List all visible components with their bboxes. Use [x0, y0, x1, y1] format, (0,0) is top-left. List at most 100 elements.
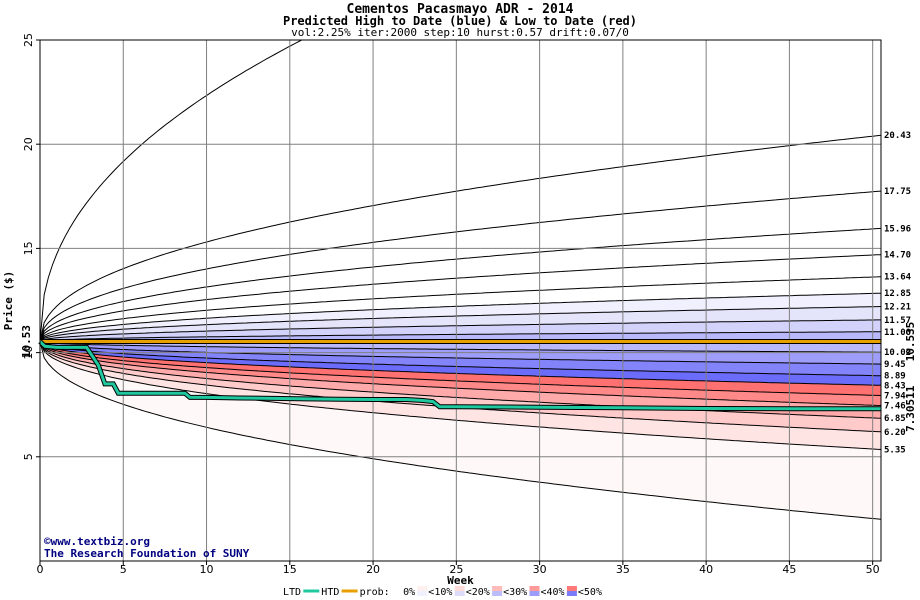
quantile-end-label: 13.64 [884, 273, 912, 283]
x-tick-label: 20 [366, 563, 380, 576]
probability-band [40, 341, 881, 396]
quantile-curve [40, 341, 881, 386]
watermark-org: The Research Foundation of SUNY [44, 547, 250, 560]
quantile-end-label: 5.35 [884, 446, 906, 456]
x-axis-label: Week [447, 574, 474, 587]
legend-prob-swatch-blue [454, 591, 465, 596]
quantile-curve [40, 341, 881, 520]
legend-prob-swatch-red [392, 586, 403, 591]
probability-band [40, 135, 881, 342]
quantile-end-label: 6.20 [884, 428, 906, 438]
y-tick-label: 10 [22, 346, 35, 360]
quantile-curve [40, 319, 881, 343]
quantile-curve [40, 341, 881, 353]
probability-bands [40, 40, 881, 520]
probability-band [40, 228, 881, 342]
probability-band [40, 306, 881, 342]
y-tick-label: 25 [22, 33, 35, 47]
x-tick-label: 10 [200, 563, 214, 576]
quantile-end-label: 14.70 [884, 251, 911, 261]
quantile-end-label: 17.75 [884, 187, 911, 197]
quantile-end-label: 7.94 [884, 392, 906, 402]
legend-prob-swatch-red [529, 586, 540, 591]
x-tick-label: 15 [283, 563, 297, 576]
legend-prob-level: <20% [466, 587, 490, 598]
probability-band [40, 341, 881, 520]
legend-prob-swatch-blue [566, 591, 577, 596]
price-series [38, 339, 882, 412]
x-tick-label: 40 [699, 563, 713, 576]
y-axis-label: Price ($) [2, 271, 15, 331]
x-tick-label: 45 [782, 563, 796, 576]
quantile-curve [40, 254, 881, 342]
legend-htd-label: HTD [321, 587, 339, 598]
legend-prob-swatch-red [417, 586, 428, 591]
quantile-curve [40, 40, 303, 342]
probability-band [40, 341, 881, 450]
legend-prob-swatch-blue [529, 591, 540, 596]
y-tick-label: 15 [22, 241, 35, 255]
quantile-end-label: 15.96 [884, 224, 911, 234]
quantile-curve [40, 306, 881, 342]
probability-band [40, 254, 881, 342]
legend-prob-level: <10% [428, 587, 452, 598]
quantile-end-labels: 5.35 6.20 6.85 7.467.948.438.89 9.45 10.02 11.… [884, 131, 912, 455]
watermark-url: ©www.textbiz.org [44, 535, 150, 548]
quantile-curve [40, 341, 881, 365]
grid-lines [40, 39, 881, 561]
quantile-end-label: 20.43 [884, 131, 911, 141]
x-tick-label: 25 [449, 563, 463, 576]
legend: LTD HTD prob: 0% <10% <20% <30% <40% <50% [283, 586, 602, 598]
legend-prob-swatch-blue [492, 591, 503, 596]
quantile-curve [40, 292, 881, 342]
quantile-curve [40, 227, 881, 342]
chart-subtitle: Predicted High to Date (blue) & Low to D… [282, 14, 637, 28]
chart-title: Cementos Pacasmayo ADR - 2014 [346, 2, 574, 17]
quantile-end-label: 11.57 [884, 316, 911, 326]
legend-prob-level: <30% [503, 587, 527, 598]
y-tick-label: 5 [22, 453, 35, 460]
legend-prob-swatch-blue [392, 591, 403, 596]
legend-prob-swatch-red [492, 586, 503, 591]
legend-prob-swatch-red [454, 586, 465, 591]
x-tick-label: 5 [120, 563, 127, 576]
y-tick-label: 20 [22, 137, 35, 151]
start-price-label: 10.53 [20, 325, 33, 358]
quantile-end-label: 9.45 [884, 360, 906, 370]
probability-band [40, 341, 881, 376]
quantile-end-label: 8.43 [884, 381, 906, 391]
quantile-curve [40, 331, 881, 343]
x-tick-label: 0 [37, 563, 44, 576]
quantile-curve [40, 276, 881, 342]
htd-end-label: 10.535 [904, 322, 917, 362]
legend-prob-level: <40% [541, 587, 565, 598]
legend-ltd-label: LTD [283, 587, 301, 598]
x-axis-ticks: 0 5 10 15 20 25 30 35 40 45 50 [37, 561, 880, 576]
quantile-curve [40, 341, 881, 450]
quantile-end-label: 6.85 [884, 414, 906, 424]
x-tick-label: 50 [866, 563, 880, 576]
probability-band [40, 341, 881, 406]
x-tick-label: 35 [616, 563, 630, 576]
legend-prob-level: 0% [403, 587, 415, 598]
legend-prob-swatch-red [566, 586, 577, 591]
quantile-end-label: 11.00 [884, 328, 911, 338]
quantile-end-label: 12.21 [884, 303, 911, 313]
probability-band [40, 341, 881, 386]
probability-band [40, 191, 881, 342]
chart-params: vol:2.25% iter:2000 step:10 hurst:0.57 d… [291, 26, 629, 39]
probability-band [40, 293, 881, 342]
ltd-line [38, 340, 882, 411]
legend-prob-swatch-blue [417, 591, 428, 596]
ltd-end-label: 7.30511 [904, 385, 917, 432]
quantile-end-label: 7.46 [884, 402, 906, 412]
probability-band [40, 276, 881, 342]
quantile-curve [40, 190, 881, 342]
quantile-curve [40, 341, 881, 396]
quantile-curve [40, 134, 881, 342]
quantile-end-label: 12.85 [884, 289, 911, 299]
plot-frame [39, 39, 882, 562]
probability-band [40, 341, 881, 419]
quantile-curve [40, 341, 881, 419]
quantile-curve [40, 341, 881, 377]
